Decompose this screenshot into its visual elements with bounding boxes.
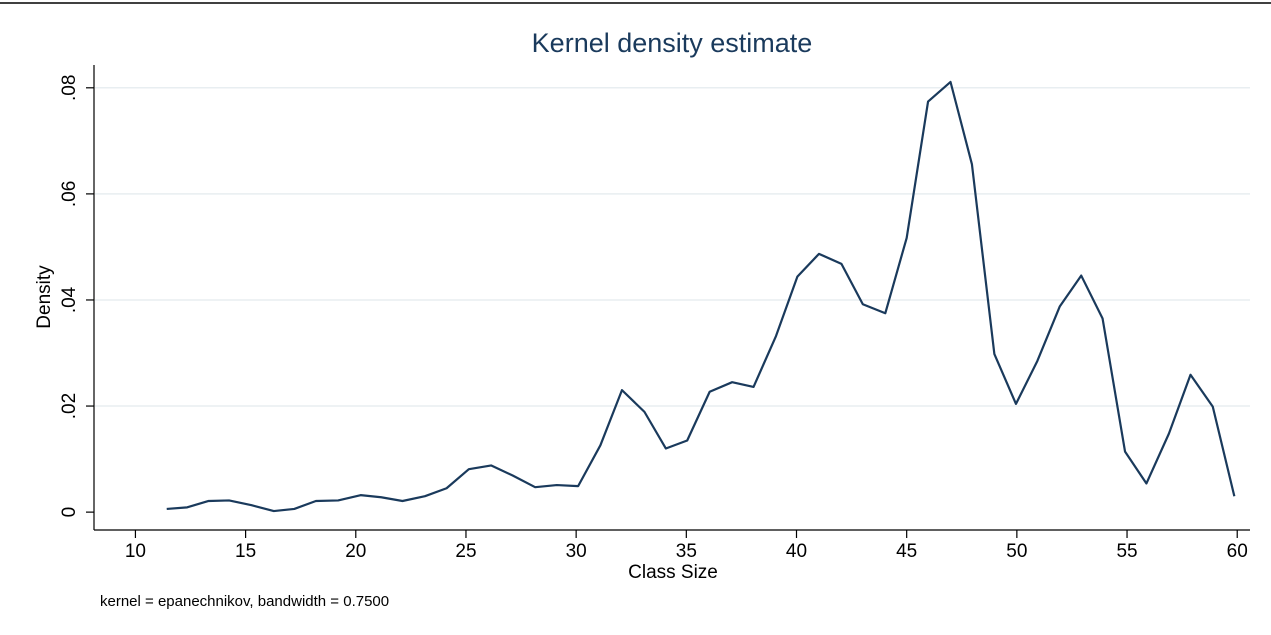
- y-tick-label: 0: [59, 507, 80, 518]
- x-tick-label: 15: [235, 541, 256, 562]
- x-tick-label: 45: [896, 541, 917, 562]
- y-tick-label: .06: [59, 181, 80, 207]
- x-tick-label: 40: [786, 541, 807, 562]
- x-tick-label: 25: [455, 541, 476, 562]
- y-tick-label: .02: [59, 393, 80, 419]
- y-axis-title: Density: [34, 265, 55, 329]
- x-tick-label: 55: [1116, 541, 1137, 562]
- x-tick-label: 60: [1227, 541, 1248, 562]
- density-line: [166, 80, 1236, 513]
- x-tick-label: 30: [566, 541, 587, 562]
- x-tick-label: 50: [1006, 541, 1027, 562]
- y-tick-label: .04: [59, 286, 80, 313]
- x-tick-label: 35: [676, 541, 697, 562]
- note: kernel = epanechnikov, bandwidth = 0.750…: [100, 593, 389, 610]
- y-tick-label: .08: [59, 75, 80, 101]
- x-axis-title: Class Size: [628, 562, 718, 583]
- chart-title: Kernel density estimate: [532, 28, 813, 58]
- x-tick-label: 10: [125, 541, 146, 562]
- x-tick-label: 20: [345, 541, 366, 562]
